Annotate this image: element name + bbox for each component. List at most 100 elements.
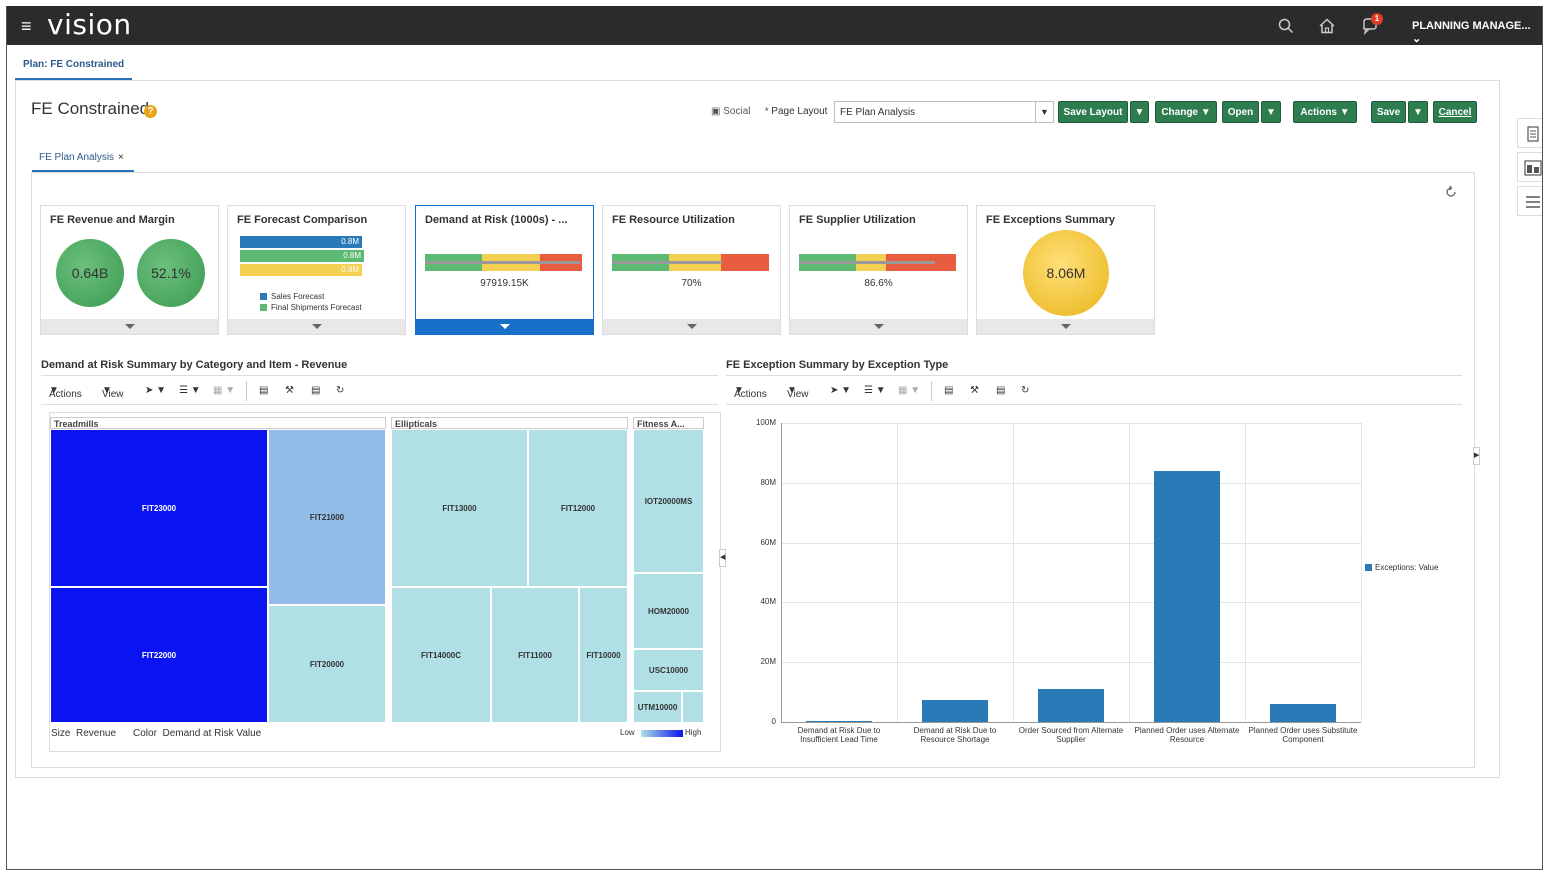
refresh-icon[interactable] [1444,185,1458,199]
home-icon[interactable] [1318,17,1336,35]
save-layout-button[interactable]: Save Layout [1058,101,1128,123]
actions-label: Actions [1300,107,1337,118]
user-menu[interactable]: PLANNING MANAGE... ⌄ [1412,20,1542,45]
treemap-cell[interactable]: FIT20000 [268,605,386,723]
x-tick-label: Planned Order uses Substitute Component [1248,726,1358,744]
gridline [1013,423,1014,722]
table-icon[interactable]: ▤ [311,385,321,396]
go-to-icon[interactable]: ➤ ▼ [145,385,167,396]
treemap-cell[interactable]: FIT22000 [50,587,268,723]
details-panel-icon[interactable] [1517,118,1542,148]
page-layout-select[interactable]: FE Plan Analysis ▼ [834,101,1054,123]
card-forecast-comparison[interactable]: FE Forecast Comparison 0.8M 0.8M 0.8M Sa… [227,205,406,335]
page-layout-label: * Page Layout [765,106,828,117]
divider [41,375,718,376]
card-expand[interactable] [228,319,405,334]
x-tick-label: Planned Order uses Alternate Resource [1134,726,1240,744]
treemap-cell[interactable]: FIT13000 [391,429,528,587]
forecast-bar-2: 0.8M [240,250,364,262]
tools-icon[interactable]: ⚒ [285,385,294,396]
analysis-area [31,172,1475,768]
legend-sales-forecast: Sales Forecast [260,292,324,301]
dashboard-panel-icon[interactable] [1517,152,1542,182]
gridline [781,423,782,722]
collapse-right-icon[interactable]: ▶ [1473,447,1480,465]
treemap-cell[interactable]: FIT21000 [268,429,386,605]
user-name: PLANNING MANAGE... [1412,20,1531,32]
go-to-icon[interactable]: ➤ ▼ [830,385,852,396]
treemap-cell[interactable]: UTM10000 [633,691,682,723]
treemap-cell[interactable]: IOT20000MS [633,429,704,573]
list-panel-icon[interactable] [1517,186,1542,216]
gauge-value: 86.6% [864,278,893,289]
save-button[interactable]: Save [1371,101,1406,123]
exceptions-bubble: 8.06M [1023,230,1109,316]
refresh-icon[interactable]: ↻ [336,385,345,396]
plan-tab[interactable]: Plan: FE Constrained [15,53,133,81]
change-button[interactable]: Change ▼ [1155,101,1217,123]
bar[interactable] [1154,470,1220,722]
card-expand[interactable] [603,319,780,334]
card-revenue-margin[interactable]: FE Revenue and Margin 0.64B 52.1% [40,205,219,335]
format-icon[interactable]: ☰ ▼ [179,385,201,396]
view-menu-label: View [787,389,809,400]
forecast-bar-1: 0.8M [240,236,362,248]
treemap-cell[interactable]: HOM20000 [633,573,704,649]
treemap-cell[interactable] [682,691,704,723]
treemap-cell[interactable]: FIT11000 [491,587,579,723]
card-demand-at-risk[interactable]: Demand at Risk (1000s) - ... 97919.15K [415,205,594,335]
view-menu[interactable]: View ▼ [787,385,809,400]
bar[interactable] [922,699,988,722]
social-link[interactable]: ▣ Social [711,106,750,117]
help-icon[interactable]: ? [144,105,157,118]
tab-fe-plan-analysis[interactable]: FE Plan Analysis × [32,147,134,173]
bar[interactable] [1038,688,1104,722]
app-frame: ≡ vision 1 PLANNING MANAGE... ⌄ Plan: FE… [6,6,1543,870]
cancel-button[interactable]: Cancel [1433,101,1477,123]
view-menu-label: View [102,389,124,400]
table-icon[interactable]: ▤ [996,385,1006,396]
actions-button[interactable]: Actions ▼ [1293,101,1357,123]
save-menu-icon[interactable]: ▼ [1408,101,1428,123]
tools-icon[interactable]: ⚒ [970,385,979,396]
menu-icon[interactable]: ≡ [21,16,32,36]
treemap-cell[interactable]: FIT23000 [50,429,268,587]
gridline [781,722,1361,723]
print-icon[interactable]: ▤ [944,385,954,396]
print-icon[interactable]: ▤ [259,385,269,396]
treemap-cell[interactable]: FIT12000 [528,429,628,587]
refresh-icon[interactable]: ↻ [1021,385,1030,396]
card-resource-utilization[interactable]: FE Resource Utilization 70% [602,205,781,335]
treemap-color-legend: Color Demand at Risk Value [133,728,261,739]
close-icon[interactable]: × [118,152,124,163]
view-menu[interactable]: View ▼ [102,385,124,400]
treemap [49,412,721,752]
hierarchy-icon: ▦ ▼ [898,385,921,396]
treemap-cell[interactable]: USC10000 [633,649,704,691]
y-tick-label: 40M [760,597,776,607]
legend-swatch [260,293,267,300]
actions-menu[interactable]: Actions ▼ [734,385,767,400]
treemap-cell[interactable]: FIT10000 [579,587,628,723]
treemap-cell[interactable]: FIT14000C [391,587,491,723]
card-expand[interactable] [977,319,1154,334]
bar[interactable] [1270,704,1336,722]
format-icon[interactable]: ☰ ▼ [864,385,886,396]
treemap-section-title: Demand at Risk Summary by Category and I… [41,359,348,371]
chevron-down-icon[interactable]: ▼ [1035,102,1053,122]
y-tick-label: 60M [760,537,776,547]
card-expand[interactable] [41,319,218,334]
card-supplier-utilization[interactable]: FE Supplier Utilization 86.6% [789,205,968,335]
toolbar-separator [246,381,247,401]
save-layout-menu-icon[interactable]: ▼ [1130,101,1149,123]
open-button[interactable]: Open [1222,101,1259,123]
search-icon[interactable] [1277,17,1295,35]
card-expand[interactable] [790,319,967,334]
revenue-bubble: 0.64B [56,239,124,307]
bar[interactable] [806,721,872,722]
card-expand[interactable] [416,319,593,334]
actions-menu[interactable]: Actions ▼ [49,385,82,400]
card-exceptions-summary[interactable]: FE Exceptions Summary 8.06M [976,205,1155,335]
open-menu-icon[interactable]: ▼ [1261,101,1281,123]
collapse-left-icon[interactable]: ◀ [719,549,726,567]
